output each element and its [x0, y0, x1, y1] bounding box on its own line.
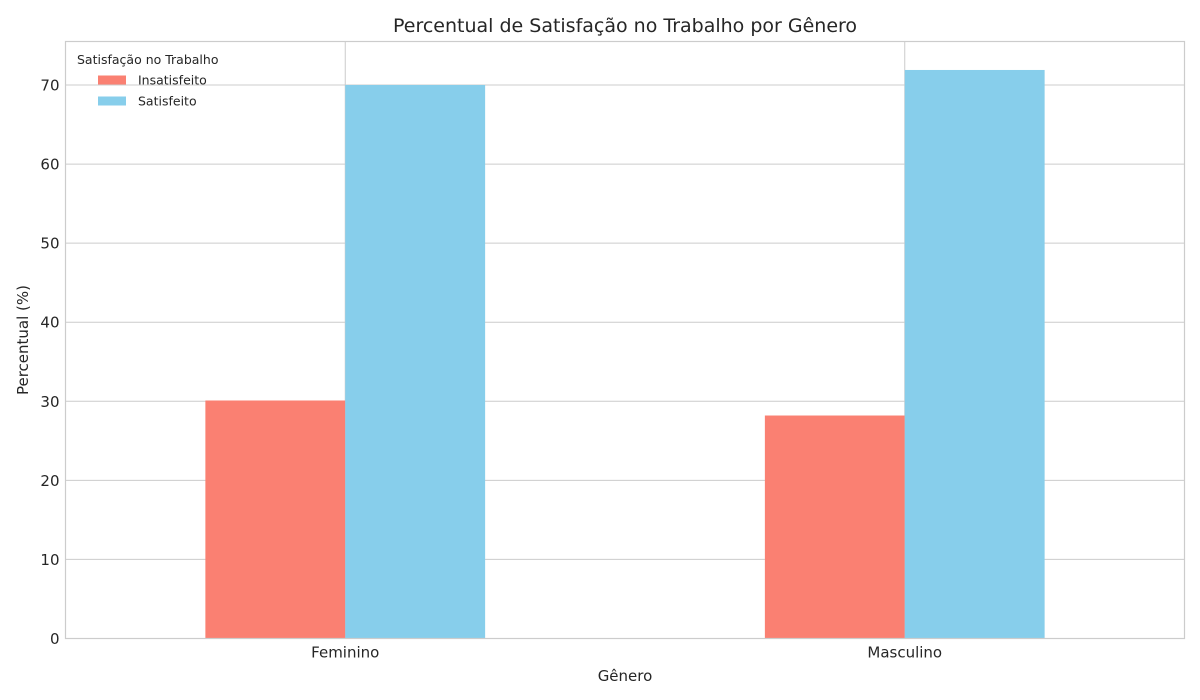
y-tick-label: 10 [40, 551, 59, 569]
legend-swatch [98, 96, 126, 106]
x-tick-labels: Feminino Masculino [311, 644, 942, 662]
y-axis-label: Percentual (%) [14, 285, 32, 395]
y-tick-label: 40 [40, 314, 59, 332]
y-tick-label: 50 [40, 235, 59, 253]
y-tick-label: 60 [40, 156, 59, 174]
legend-label: Satisfeito [138, 94, 197, 109]
legend: Satisfação no Trabalho Insatisfeito Satis… [77, 52, 218, 109]
y-tick-label: 20 [40, 472, 59, 490]
bar-insatisfeito-masculino [764, 415, 905, 639]
x-tick-label: Feminino [311, 644, 379, 662]
plot-frame [64, 40, 1186, 640]
legend-swatch [98, 75, 126, 85]
y-tick-label: 70 [40, 76, 59, 94]
x-tick-label: Masculino [867, 644, 942, 662]
bars [205, 69, 1045, 639]
legend-title: Satisfação no Trabalho [77, 52, 218, 67]
y-tick-labels: 0 10 20 30 40 50 60 70 [40, 76, 59, 648]
bar-satisfeito-masculino [904, 69, 1045, 639]
chart-title: Percentual de Satisfação no Trabalho por… [393, 15, 857, 37]
y-tick-label: 30 [40, 393, 59, 411]
bar-insatisfeito-feminino [205, 400, 346, 639]
y-tick-label: 0 [50, 630, 60, 648]
x-axis-label: Gênero [598, 667, 653, 685]
legend-label: Insatisfeito [138, 73, 207, 88]
bar-satisfeito-feminino [345, 84, 486, 639]
